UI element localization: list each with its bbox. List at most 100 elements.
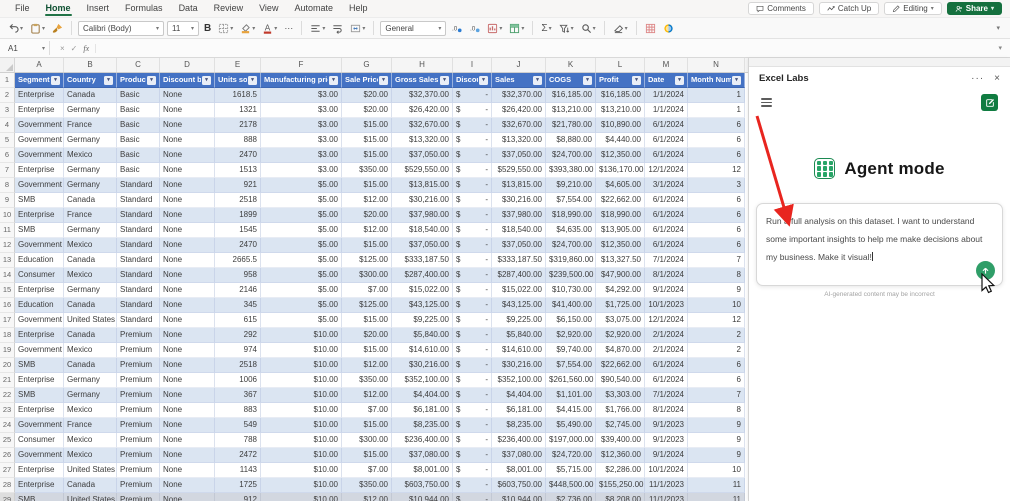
header-cell-date[interactable]: Date▾ <box>645 73 688 88</box>
cell[interactable]: Consumer <box>15 433 64 448</box>
cell[interactable]: $22,662.00 <box>596 193 645 208</box>
cell[interactable]: $4,415.00 <box>546 403 596 418</box>
cell[interactable]: $236,400.00 <box>492 433 546 448</box>
cell[interactable]: 6/1/2024 <box>645 223 688 238</box>
cell[interactable]: Premium <box>117 358 160 373</box>
cell[interactable]: 2/1/2024 <box>645 343 688 358</box>
cell[interactable]: 11 <box>688 478 745 493</box>
cell[interactable]: 6/1/2024 <box>645 193 688 208</box>
cell[interactable]: 1 <box>688 103 745 118</box>
cell[interactable]: $10.00 <box>261 433 342 448</box>
cell[interactable]: 6 <box>688 373 745 388</box>
menu-tab-view[interactable]: View <box>252 1 285 16</box>
cell[interactable]: $15,022.00 <box>392 283 453 298</box>
copilot-button[interactable] <box>661 22 676 35</box>
sort-filter-button[interactable]: ▾ <box>557 22 576 35</box>
cell[interactable]: $37,080.00 <box>392 448 453 463</box>
cell[interactable]: 549 <box>215 418 261 433</box>
cell[interactable]: Enterprise <box>15 88 64 103</box>
column-header-L[interactable]: L <box>596 58 645 72</box>
cell[interactable]: $- <box>453 283 492 298</box>
cell[interactable]: None <box>160 133 215 148</box>
cell[interactable]: $5.00 <box>261 178 342 193</box>
panel-close-icon[interactable]: × <box>994 73 1000 84</box>
row-number[interactable]: 13 <box>0 253 15 268</box>
cell[interactable]: None <box>160 193 215 208</box>
cell[interactable]: $43,125.00 <box>392 298 453 313</box>
cell[interactable]: $15.00 <box>342 418 392 433</box>
column-header-K[interactable]: K <box>546 58 596 72</box>
cell[interactable]: $6,181.00 <box>492 403 546 418</box>
cell[interactable]: Standard <box>117 193 160 208</box>
wrap-text-button[interactable] <box>330 22 345 35</box>
cell[interactable]: $4,605.00 <box>596 178 645 193</box>
cell[interactable]: 2518 <box>215 193 261 208</box>
cell[interactable]: $- <box>453 88 492 103</box>
cell[interactable]: $13,210.00 <box>546 103 596 118</box>
cell[interactable]: $10,944.00 <box>392 493 453 501</box>
cell[interactable]: None <box>160 493 215 501</box>
cell[interactable]: 2470 <box>215 148 261 163</box>
header-cell-units-sold[interactable]: Units sold▾ <box>215 73 261 88</box>
cell[interactable]: Germany <box>64 178 117 193</box>
cell[interactable]: 921 <box>215 178 261 193</box>
cell[interactable]: $8,880.00 <box>546 133 596 148</box>
cell[interactable]: 1/1/2024 <box>645 88 688 103</box>
new-chat-button[interactable] <box>981 94 998 111</box>
cell[interactable]: $15.00 <box>342 178 392 193</box>
alignment-button[interactable]: ▾ <box>308 22 327 35</box>
cell[interactable]: $10.00 <box>261 388 342 403</box>
row-number[interactable]: 9 <box>0 193 15 208</box>
cell[interactable]: Germany <box>64 388 117 403</box>
cell[interactable]: Germany <box>64 223 117 238</box>
cell[interactable]: 2/1/2024 <box>645 328 688 343</box>
cell[interactable]: Canada <box>64 358 117 373</box>
column-header-B[interactable]: B <box>64 58 117 72</box>
cell[interactable]: 11/1/2023 <box>645 478 688 493</box>
cell[interactable]: Enterprise <box>15 403 64 418</box>
cell[interactable]: $5.00 <box>261 193 342 208</box>
cell[interactable]: Standard <box>117 298 160 313</box>
cell[interactable]: 6 <box>688 133 745 148</box>
cell[interactable]: Standard <box>117 178 160 193</box>
cell[interactable]: $2,736.00 <box>546 493 596 501</box>
cell[interactable]: Mexico <box>64 238 117 253</box>
cell[interactable]: Canada <box>64 328 117 343</box>
column-header-G[interactable]: G <box>342 58 392 72</box>
cell[interactable]: $350.00 <box>342 478 392 493</box>
cell[interactable]: Canada <box>64 478 117 493</box>
cell[interactable]: SMB <box>15 223 64 238</box>
row-number[interactable]: 17 <box>0 313 15 328</box>
cell[interactable]: $- <box>453 403 492 418</box>
cell[interactable]: 1899 <box>215 208 261 223</box>
cell[interactable]: $4,870.00 <box>596 343 645 358</box>
cell[interactable]: 7/1/2024 <box>645 253 688 268</box>
cell[interactable]: Germany <box>64 283 117 298</box>
cell[interactable]: $7.00 <box>342 463 392 478</box>
cell[interactable]: $- <box>453 103 492 118</box>
cell[interactable]: $- <box>453 328 492 343</box>
cell[interactable]: $- <box>453 193 492 208</box>
cell[interactable]: 9/1/2024 <box>645 448 688 463</box>
cell[interactable]: $5.00 <box>261 283 342 298</box>
cell[interactable]: Enterprise <box>15 463 64 478</box>
column-header-I[interactable]: I <box>453 58 492 72</box>
cell[interactable]: None <box>160 298 215 313</box>
cell[interactable]: $30,216.00 <box>492 358 546 373</box>
select-all-corner[interactable] <box>0 58 15 72</box>
cell[interactable]: None <box>160 88 215 103</box>
cell[interactable]: $10.00 <box>261 403 342 418</box>
cell[interactable]: 10 <box>688 298 745 313</box>
cell[interactable]: $37,980.00 <box>392 208 453 223</box>
cell[interactable]: $9,225.00 <box>492 313 546 328</box>
cell[interactable]: Premium <box>117 493 160 501</box>
column-header-H[interactable]: H <box>392 58 453 72</box>
cell[interactable]: $32,370.00 <box>392 88 453 103</box>
cell[interactable]: None <box>160 163 215 178</box>
cell[interactable]: 3 <box>688 178 745 193</box>
cell[interactable]: None <box>160 403 215 418</box>
filter-dropdown-icon[interactable]: ▾ <box>51 76 60 85</box>
cell[interactable]: $24,700.00 <box>546 238 596 253</box>
panel-more-icon[interactable]: ··· <box>971 76 984 82</box>
clear-button[interactable]: ▾ <box>611 22 630 35</box>
